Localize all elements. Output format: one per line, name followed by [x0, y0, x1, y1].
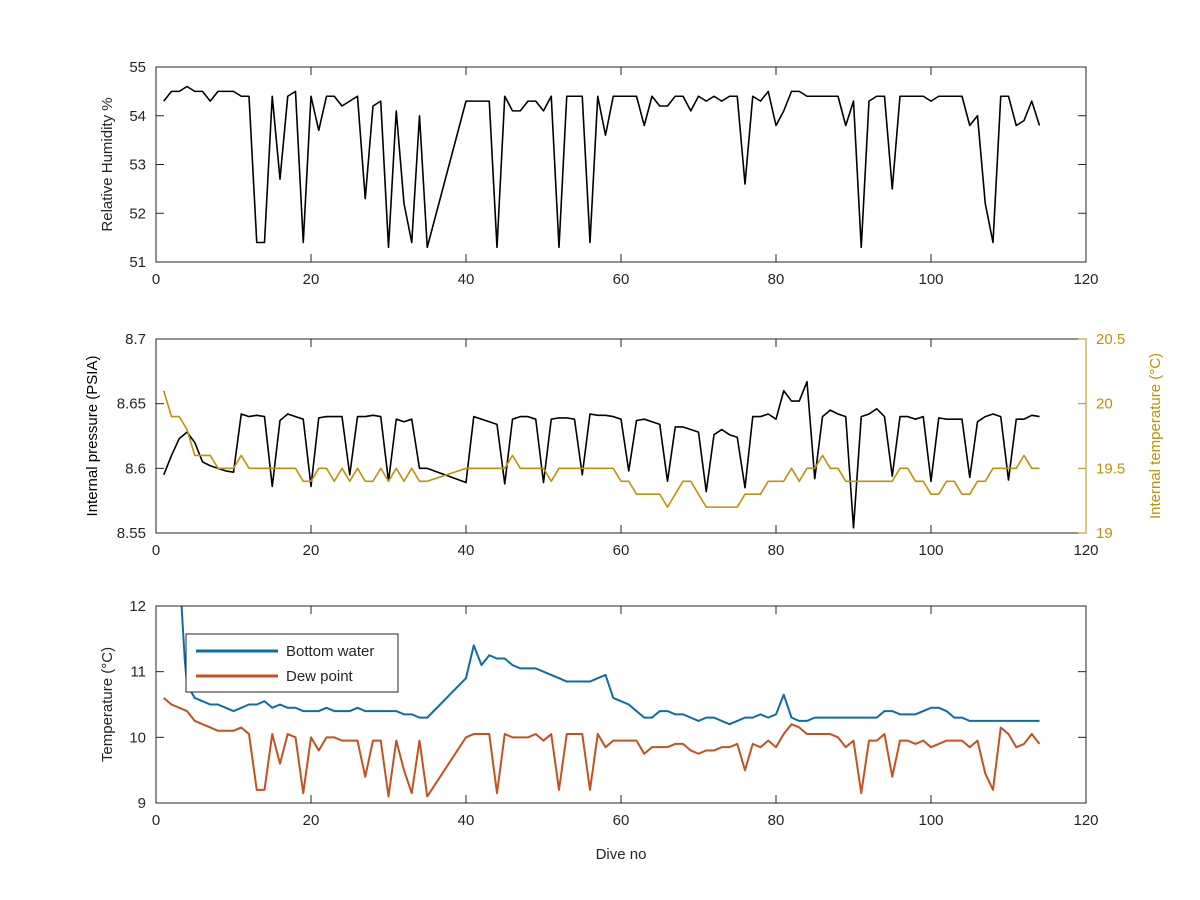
- legend-label: Dew point: [286, 668, 354, 685]
- y-tick-label: 53: [129, 157, 146, 174]
- subplot-1: 0 20 40 60 80 100 120 51 52 53 54 55 Relative Humidi…: [99, 59, 1099, 288]
- right-y-tick-label: 19.5: [1096, 460, 1125, 477]
- y-tick-label: 8.7: [125, 331, 146, 348]
- y-tick-label: 54: [129, 108, 146, 125]
- x-tick-label: 100: [918, 542, 943, 559]
- x-tick-label: 120: [1073, 542, 1098, 559]
- x-tick-label: 20: [303, 271, 320, 288]
- y-tick-label: 11: [130, 664, 146, 681]
- x-tick-label: 40: [458, 542, 475, 559]
- y-tick-label: 51: [129, 254, 146, 271]
- x-tick-label: 20: [303, 812, 320, 829]
- series-line-2-2: [162, 390, 1040, 508]
- x-tick-label: 60: [613, 812, 630, 829]
- x-tick-label: 80: [768, 271, 785, 288]
- legend-label: Bottom water: [286, 643, 374, 660]
- y-axis-label: Temperature (°C): [99, 647, 116, 762]
- right-y-tick-label: 20: [1096, 396, 1113, 413]
- x-tick-label: 120: [1073, 812, 1098, 829]
- x-tick-label: 0: [152, 812, 160, 829]
- y-tick-label: 8.6: [125, 460, 146, 477]
- y-tick-label: 10: [129, 729, 146, 746]
- subplot-2: 0 20 40 60 80 100 120 8.55 8.6 8.65 8.7 19 19.5 20 20.…: [84, 331, 1164, 559]
- x-tick-label: 80: [768, 812, 785, 829]
- y-axis-label: Internal pressure (PSIA): [84, 356, 101, 517]
- y-tick-label: 8.65: [117, 396, 146, 413]
- y-tick-label: 8.55: [117, 525, 146, 542]
- subplot-3: 0 20 40 60 80 100 120 9 10 11 12 Temperature (°C) Di…: [99, 598, 1099, 863]
- x-tick-label: 40: [458, 271, 475, 288]
- x-tick-label: 80: [768, 542, 785, 559]
- x-tick-label: 0: [152, 542, 160, 559]
- y-axis-label: Relative Humidity %: [99, 97, 116, 231]
- series-group: [163, 85, 1041, 249]
- right-y-axis-label: Internal temperature (°C): [1147, 353, 1164, 519]
- right-y-tick-label: 20.5: [1096, 331, 1125, 348]
- series-line-bottom-water: [180, 606, 1040, 726]
- x-axis-label: Dive no: [596, 846, 647, 863]
- x-tick-label: 20: [303, 542, 320, 559]
- series-group: [163, 606, 1041, 798]
- y-tick-label: 52: [129, 205, 146, 222]
- y-tick-label: 12: [129, 598, 146, 615]
- series-line-dew-point: [163, 697, 1041, 798]
- x-tick-label: 40: [458, 812, 475, 829]
- series-group: [162, 380, 1040, 529]
- series-line-1-1: [163, 85, 1041, 249]
- y-tick-label: 55: [129, 59, 146, 76]
- right-y-tick-label: 19: [1096, 525, 1113, 542]
- y-tick-label: 9: [138, 795, 146, 812]
- x-tick-label: 120: [1073, 271, 1098, 288]
- x-tick-label: 60: [613, 271, 630, 288]
- x-tick-label: 60: [613, 542, 630, 559]
- legend-box: [185, 633, 399, 693]
- plot-area: [155, 338, 1087, 534]
- series-line-2-1: [163, 380, 1040, 529]
- legend: Bottom water Dew point: [185, 633, 399, 693]
- x-tick-label: 0: [152, 271, 160, 288]
- x-tick-label: 100: [918, 271, 943, 288]
- x-tick-label: 100: [918, 812, 943, 829]
